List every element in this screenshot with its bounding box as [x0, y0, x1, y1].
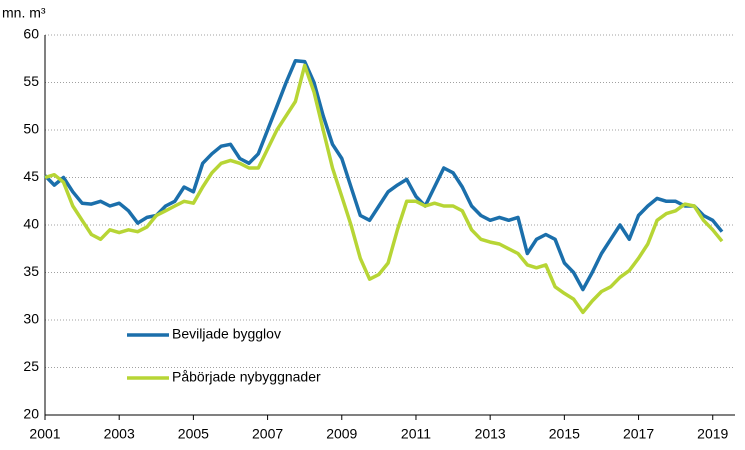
series-line: [43, 58, 724, 292]
y-tick-label: 55: [23, 73, 39, 89]
y-axis-label: mn. m³: [2, 5, 46, 21]
x-tick-label: 2003: [104, 426, 135, 442]
x-tick-label: 2019: [697, 426, 728, 442]
y-tick-label: 25: [23, 358, 39, 374]
series-line: [44, 63, 724, 315]
y-tick-label: 30: [23, 311, 39, 327]
x-tick-label: 2001: [29, 426, 60, 442]
x-tick-label: 2007: [252, 426, 283, 442]
y-tick-label: 60: [23, 26, 39, 42]
legend-label: Påbörjade nybyggnader: [172, 369, 321, 385]
x-tick-label: 2009: [326, 426, 357, 442]
x-tick-label: 2013: [475, 426, 506, 442]
y-tick-label: 45: [23, 168, 39, 184]
x-tick-label: 2011: [401, 426, 431, 442]
x-tick-label: 2005: [178, 426, 209, 442]
y-tick-label: 35: [23, 263, 39, 279]
x-tick-label: 2017: [623, 426, 654, 442]
x-tick-label: 2015: [549, 426, 580, 442]
legend-label: Beviljade bygglov: [172, 326, 281, 342]
y-tick-label: 40: [23, 216, 39, 232]
y-tick-label: 50: [23, 121, 39, 137]
y-tick-label: 20: [23, 406, 39, 422]
